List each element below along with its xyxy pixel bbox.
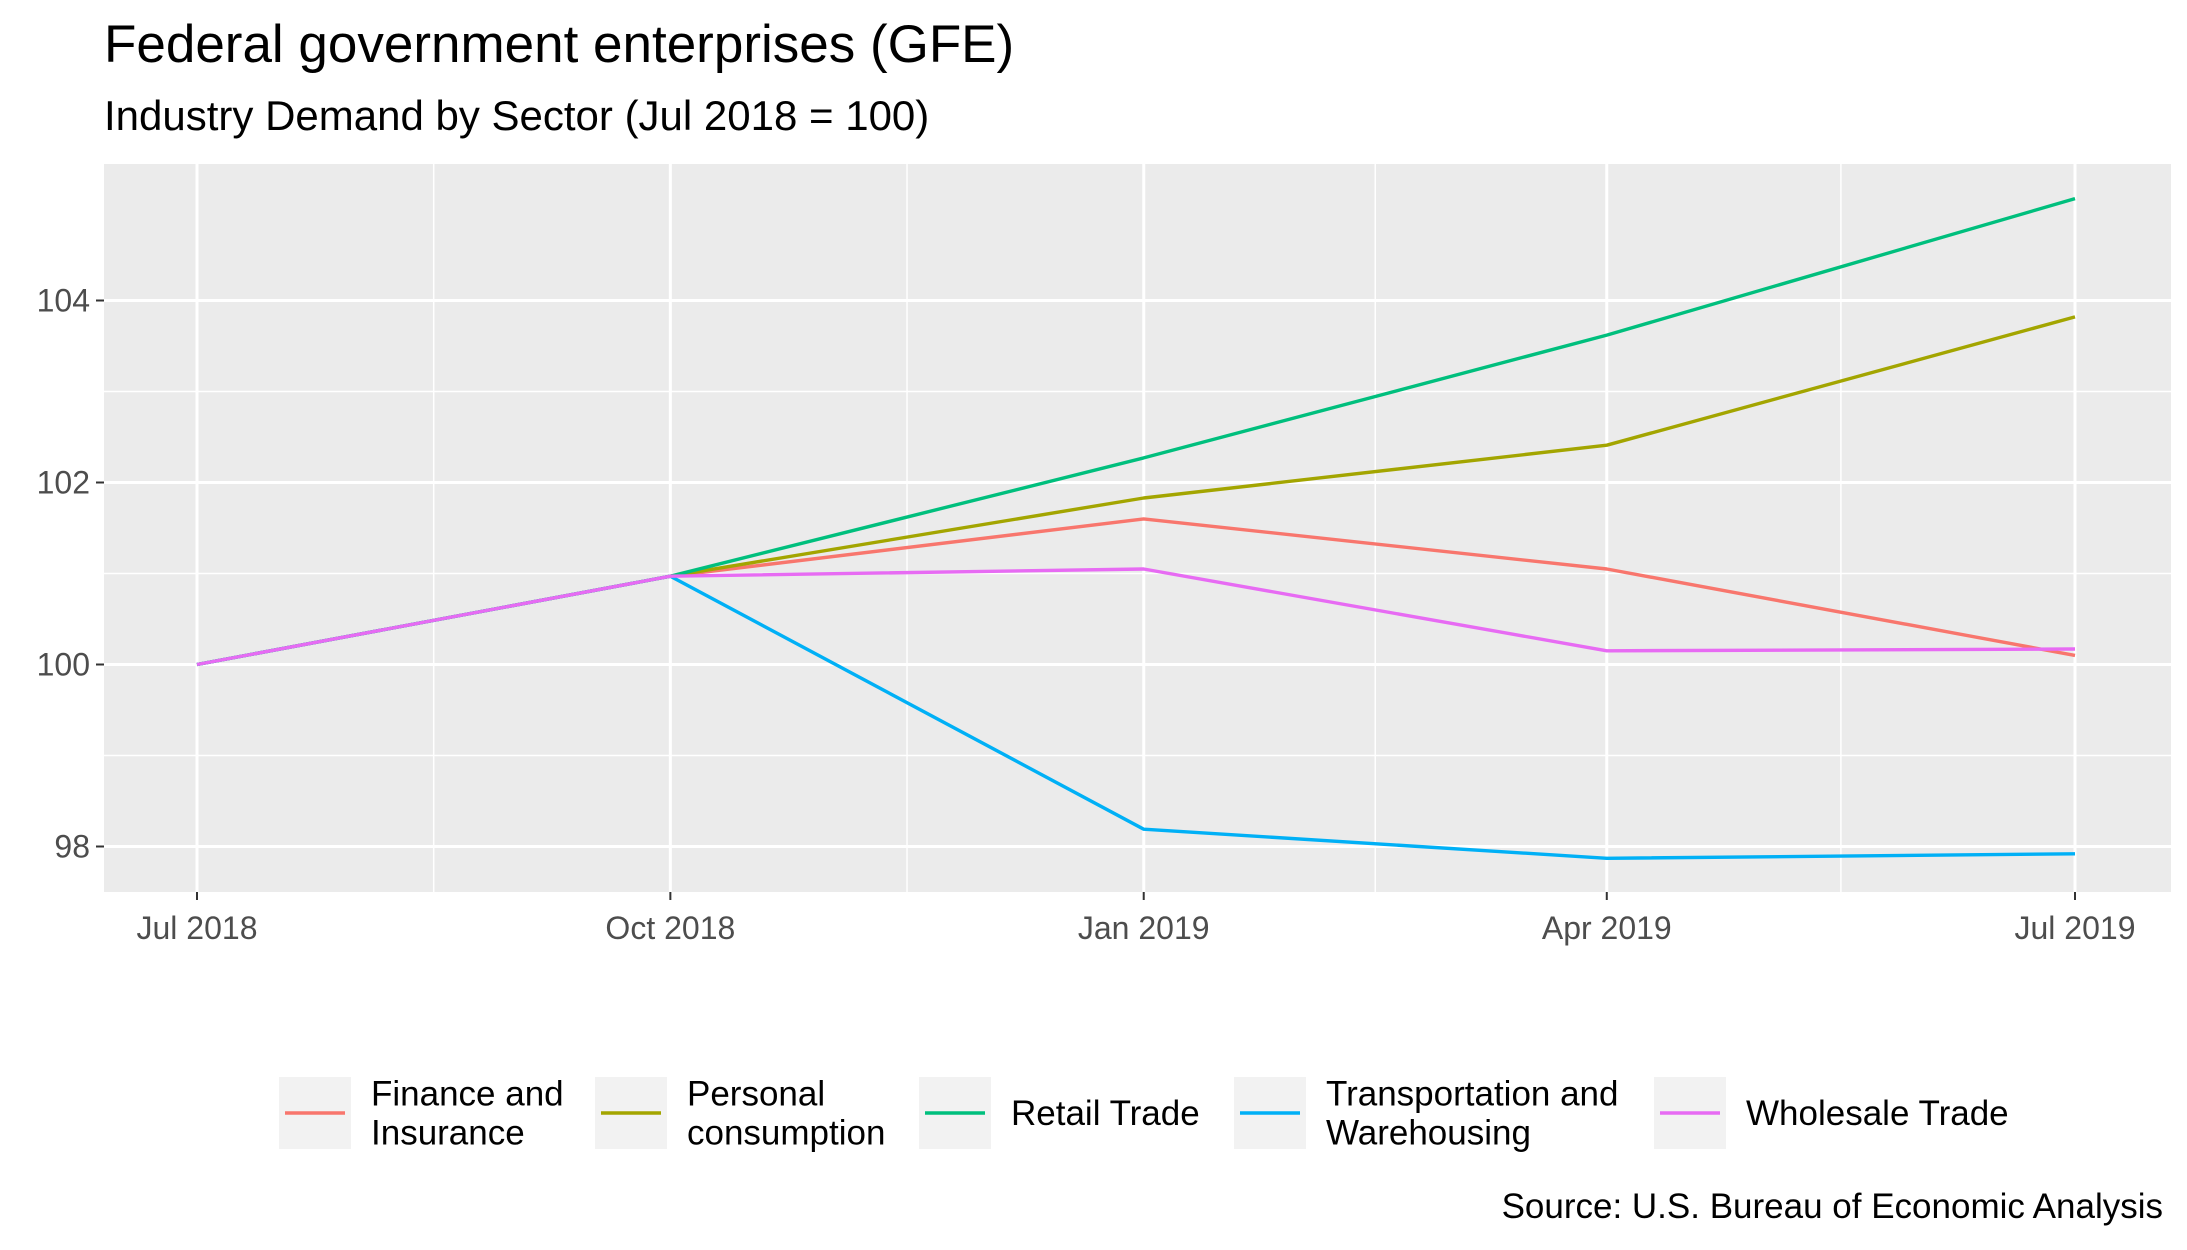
y-tick-label: 100 xyxy=(37,647,90,683)
legend-item: Personal consumption xyxy=(595,1075,885,1153)
minor-gridlines xyxy=(104,164,2171,892)
legend-label: Personal consumption xyxy=(687,1075,885,1153)
major-gridlines xyxy=(104,164,2171,892)
legend: Finance and Insurance Personal consumption R… xyxy=(279,1075,2009,1153)
legend-label: Transportation and Warehousing xyxy=(1326,1075,1619,1153)
y-tick-label: 98 xyxy=(54,829,90,865)
legend-item: Finance and Insurance xyxy=(279,1075,564,1153)
legend-item: Transportation and Warehousing xyxy=(1234,1075,1619,1153)
legend-label: Wholesale Trade xyxy=(1746,1094,2009,1133)
legend-label: Retail Trade xyxy=(1011,1094,1200,1133)
y-axis: 98 100 102 104 xyxy=(37,283,104,865)
x-tick-label: Oct 2018 xyxy=(605,910,735,946)
y-tick-label: 104 xyxy=(37,283,90,319)
chart-title: Federal government enterprises (GFE) xyxy=(104,15,1014,74)
chart-subtitle: Industry Demand by Sector (Jul 2018 = 10… xyxy=(104,92,929,139)
legend-item: Retail Trade xyxy=(919,1077,1200,1149)
x-tick-label: Apr 2019 xyxy=(1542,910,1672,946)
x-tick-label: Jul 2019 xyxy=(2015,910,2136,946)
plot-panel xyxy=(104,164,2171,892)
x-axis: Jul 2018 Oct 2018 Jan 2019 Apr 2019 Jul 2019 xyxy=(137,892,2136,946)
series-lines xyxy=(196,196,2076,860)
chart-caption: Source: U.S. Bureau of Economic Analysis xyxy=(1502,1187,2163,1226)
x-tick-label: Jul 2018 xyxy=(137,910,258,946)
y-tick-label: 102 xyxy=(37,465,90,501)
legend-label: Finance and Insurance xyxy=(371,1075,564,1153)
series-line-4 xyxy=(196,567,2076,667)
x-tick-label: Jan 2019 xyxy=(1078,910,1210,946)
legend-item: Wholesale Trade xyxy=(1654,1077,2009,1149)
